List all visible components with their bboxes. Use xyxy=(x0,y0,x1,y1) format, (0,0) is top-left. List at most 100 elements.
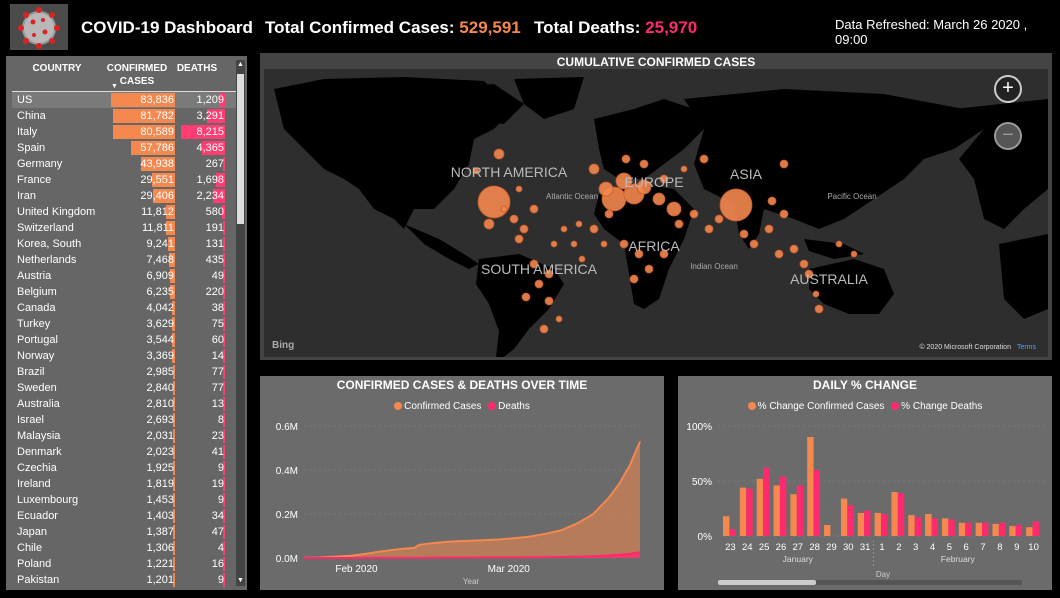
table-row[interactable]: France 29,551 1,698 xyxy=(12,172,237,188)
bar-pct-confirmed[interactable] xyxy=(790,494,797,536)
table-row[interactable]: Denmark 2,023 41 xyxy=(12,444,237,460)
table-row[interactable]: US 83,836 1,209 xyxy=(12,92,237,108)
bar-pct-deaths[interactable] xyxy=(982,522,989,536)
bar-pct-deaths[interactable] xyxy=(914,517,922,536)
table-row[interactable]: Poland 1,221 16 xyxy=(12,556,237,572)
world-map[interactable]: NORTH AMERICA SOUTH AMERICA EUROPE AFRIC… xyxy=(264,69,1048,357)
bar-pct-confirmed[interactable] xyxy=(958,522,966,536)
column-header-confirmed[interactable]: CONFIRMED CASES xyxy=(106,63,168,87)
bar-pct-deaths[interactable] xyxy=(1015,525,1023,536)
table-row[interactable]: Norway 3,369 14 xyxy=(12,348,237,364)
deaths-databar xyxy=(223,413,225,427)
table-row[interactable]: Spain 57,786 4,365 xyxy=(12,140,237,156)
deaths-databar xyxy=(223,301,225,315)
bar-pct-confirmed[interactable] xyxy=(840,498,848,536)
zoom-in-button[interactable]: + xyxy=(994,75,1022,103)
table-row[interactable]: Israel 2,693 8 xyxy=(12,412,237,428)
cell-confirmed: 11,812 xyxy=(141,206,174,218)
legend-pct-deaths[interactable]: % Change Deaths xyxy=(891,401,982,412)
table-row[interactable]: Ecuador 1,403 34 xyxy=(12,508,237,524)
bar-pct-deaths[interactable] xyxy=(746,488,753,536)
column-header-deaths[interactable]: DEATHS xyxy=(176,63,218,74)
line-confirmed[interactable] xyxy=(303,441,641,559)
table-row[interactable]: Japan 1,387 47 xyxy=(12,524,237,540)
bar-pct-confirmed[interactable] xyxy=(756,478,764,536)
table-row[interactable]: Netherlands 7,468 435 xyxy=(12,252,237,268)
line-deaths[interactable] xyxy=(303,551,641,559)
table-scrollbar[interactable]: ▲ ▼ xyxy=(236,60,245,586)
table-row[interactable]: Chile 1,306 4 xyxy=(12,540,237,556)
zoom-out-button[interactable]: − xyxy=(994,122,1022,150)
table-row[interactable]: Malaysia 2,031 23 xyxy=(12,428,237,444)
bar-pct-confirmed[interactable] xyxy=(874,512,881,536)
table-row[interactable]: Germany 43,938 267 xyxy=(12,156,237,172)
table-row[interactable]: Czechia 1,925 9 xyxy=(12,460,237,476)
table-row[interactable]: Sweden 2,840 77 xyxy=(12,380,237,396)
table-row[interactable]: Brazil 2,985 77 xyxy=(12,364,237,380)
table-row[interactable]: Korea, South 9,241 131 xyxy=(12,236,237,252)
bar-pct-confirmed[interactable] xyxy=(908,515,915,536)
scroll-down-icon[interactable]: ▼ xyxy=(237,577,244,584)
deaths-databar xyxy=(221,205,225,219)
cell-deaths: 1,698 xyxy=(196,174,224,186)
bar-pct-deaths[interactable] xyxy=(948,519,955,537)
table-row[interactable]: Switzerland 11,811 191 xyxy=(12,220,237,236)
bar-pct-confirmed[interactable] xyxy=(739,487,747,536)
bar-pct-confirmed[interactable] xyxy=(773,485,780,536)
bar-pct-deaths[interactable] xyxy=(897,493,905,536)
bar-pct-confirmed[interactable] xyxy=(925,514,932,536)
bar-pct-deaths[interactable] xyxy=(779,476,787,536)
table-row[interactable]: United Kingdom 11,812 580 xyxy=(12,204,237,220)
table-row[interactable]: Turkey 3,629 75 xyxy=(12,316,237,332)
table-row[interactable]: Luxembourg 1,453 9 xyxy=(12,492,237,508)
sort-descending-icon[interactable]: ▼ xyxy=(111,83,118,90)
table-row[interactable]: Pakistan 1,201 9 xyxy=(12,572,237,588)
bar-pct-confirmed[interactable] xyxy=(975,522,983,536)
area-deaths[interactable] xyxy=(304,552,640,558)
bar-pct-confirmed[interactable] xyxy=(723,516,730,536)
bar-pct-confirmed[interactable] xyxy=(1026,527,1033,536)
scrollbar-thumb[interactable] xyxy=(237,74,244,224)
bar-pct-deaths[interactable] xyxy=(847,505,854,536)
bar-chart-svg[interactable]: 0%50%100%23 24 25 26 27 28 29 30 31 1 2 3 4 5 6 7 8 9 10Ja… xyxy=(678,376,1052,590)
bar-pct-confirmed[interactable] xyxy=(857,512,865,536)
bar-pct-confirmed[interactable] xyxy=(992,523,999,536)
bar-pct-deaths[interactable] xyxy=(813,470,821,536)
bar-pct-deaths[interactable] xyxy=(931,518,938,536)
legend-deaths[interactable]: Deaths xyxy=(488,401,530,412)
bar-pct-deaths[interactable] xyxy=(965,522,972,536)
area-chart-svg[interactable]: 0.0M 0.2M 0.4M 0.6M Feb 2020 Mar 2020 Year xyxy=(260,376,664,590)
column-header-country[interactable]: COUNTRY xyxy=(32,63,82,74)
bar-pct-confirmed[interactable] xyxy=(1009,526,1016,536)
bar-pct-deaths[interactable] xyxy=(796,485,804,536)
bar-pct-deaths[interactable] xyxy=(1032,521,1039,536)
table-row[interactable]: China 81,782 3,291 xyxy=(12,108,237,124)
cell-confirmed: 2,810 xyxy=(146,398,174,410)
legend-confirmed[interactable]: Confirmed Cases xyxy=(394,401,481,412)
chart-scrollbar-thumb[interactable] xyxy=(718,580,816,585)
bar-pct-deaths[interactable] xyxy=(864,510,871,536)
bar-pct-deaths[interactable] xyxy=(880,514,888,536)
legend-pct-confirmed[interactable]: % Change Confirmed Cases xyxy=(747,401,884,412)
table-row[interactable]: Iran 29,406 2,234 xyxy=(12,188,237,204)
scroll-up-icon[interactable]: ▲ xyxy=(237,61,244,68)
bar-pct-deaths[interactable] xyxy=(998,522,1006,536)
case-bubbles[interactable] xyxy=(472,148,858,334)
bar-pct-deaths[interactable] xyxy=(763,467,770,536)
bar-pct-confirmed[interactable] xyxy=(824,525,831,536)
bar-pct-deaths[interactable] xyxy=(729,529,736,536)
bar-pct-confirmed[interactable] xyxy=(891,492,898,536)
table-row[interactable]: Austria 6,909 49 xyxy=(12,268,237,284)
table-row[interactable]: Ireland 1,819 19 xyxy=(12,476,237,492)
bar-pct-confirmed[interactable] xyxy=(941,518,949,536)
legend-confirmed-label: Confirmed Cases xyxy=(404,401,482,412)
area-confirmed[interactable] xyxy=(304,441,640,558)
table-row[interactable]: Australia 2,810 13 xyxy=(12,396,237,412)
bar-pct-confirmed[interactable] xyxy=(807,437,814,536)
table-row[interactable]: Belgium 6,235 220 xyxy=(12,284,237,300)
table-row[interactable]: Portugal 3,544 60 xyxy=(12,332,237,348)
table-row[interactable]: Italy 80,589 8,215 xyxy=(12,124,237,140)
y-tick-label: 0.2M xyxy=(276,510,298,521)
terms-link[interactable]: Terms xyxy=(1016,344,1036,351)
table-row[interactable]: Canada 4,042 38 xyxy=(12,300,237,316)
